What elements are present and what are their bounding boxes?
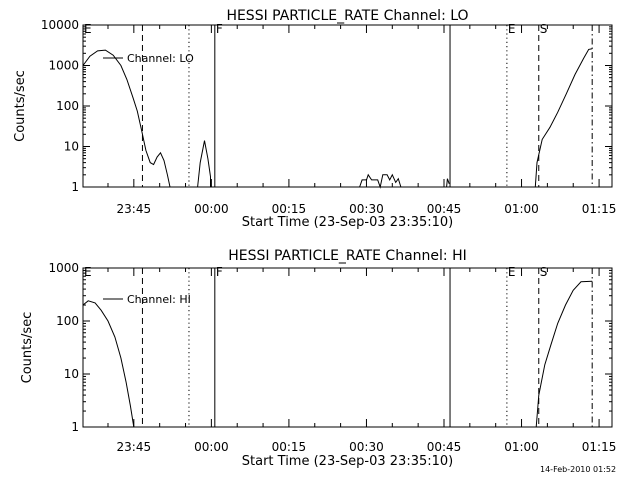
x-tick-label: 01:15 [582,202,617,216]
x-tick-label: 00:30 [349,202,384,216]
x-tick-label: 00:00 [194,440,229,454]
x-axis-label: Start Time (23-Sep-03 23:35:10) [242,454,453,469]
chart-panel-lo: HESSI PARTICLE_RATE Channel: LO 1 10 100 100… [13,8,616,230]
series-line-segment [446,178,450,188]
y-tick-label: 100 [56,99,79,113]
plot-frame [82,24,613,188]
y-tick-label: 10 [64,367,79,381]
y-tick-label: 1 [71,420,79,434]
marker-label: F [216,265,223,279]
series-line-segment [82,300,135,428]
y-tick-label: 1000 [48,59,79,73]
series-line-segment [359,173,402,189]
marker-label: S [540,22,548,36]
marker-label: E [508,265,516,279]
marker-label: E [84,265,92,279]
chart-title: HESSI PARTICLE_RATE Channel: HI [228,248,466,264]
x-tick-label: 23:45 [117,440,152,454]
y-tick-label: 100 [56,314,79,328]
footer-timestamp: 14-Feb-2010 01:52 [540,465,617,474]
x-tick-label: 00:45 [427,202,462,216]
series-line-segment [197,140,211,188]
x-tick-label: 00:00 [194,202,229,216]
y-tick-label: 10000 [41,18,79,32]
series-line-segment [534,48,593,188]
x-tick-label: 00:15 [272,202,307,216]
chart-panel-hi: HESSI PARTICLE_RATE Channel: HI 1 10 100 100… [20,248,616,469]
x-tick-label: 01:00 [504,440,539,454]
y-tick-label: 1 [71,180,79,194]
y-axis-label: Counts/sec [13,70,28,142]
series-line-segment [82,49,171,188]
legend-label: Channel: LO [127,52,194,65]
x-tick-label: 01:00 [504,202,539,216]
marker-label: F [216,22,223,36]
plot-frame [82,267,613,428]
x-tick-label: 00:15 [272,440,307,454]
marker-label: E [508,22,516,36]
x-axis-label: Start Time (23-Sep-03 23:35:10) [242,215,453,230]
legend-label: Channel: HI [127,293,191,306]
series-line-segment [535,280,593,428]
marker-label: E [84,22,92,36]
x-tick-label: 01:15 [582,440,617,454]
x-tick-label: 23:45 [117,202,152,216]
y-tick-label: 10 [64,140,79,154]
x-tick-label: 00:30 [349,440,384,454]
marker-label: S [540,265,548,279]
y-axis-label: Counts/sec [20,312,35,384]
y-tick-label: 1000 [48,261,79,275]
x-tick-label: 00:45 [427,440,462,454]
chart-title: HESSI PARTICLE_RATE Channel: LO [226,8,468,24]
